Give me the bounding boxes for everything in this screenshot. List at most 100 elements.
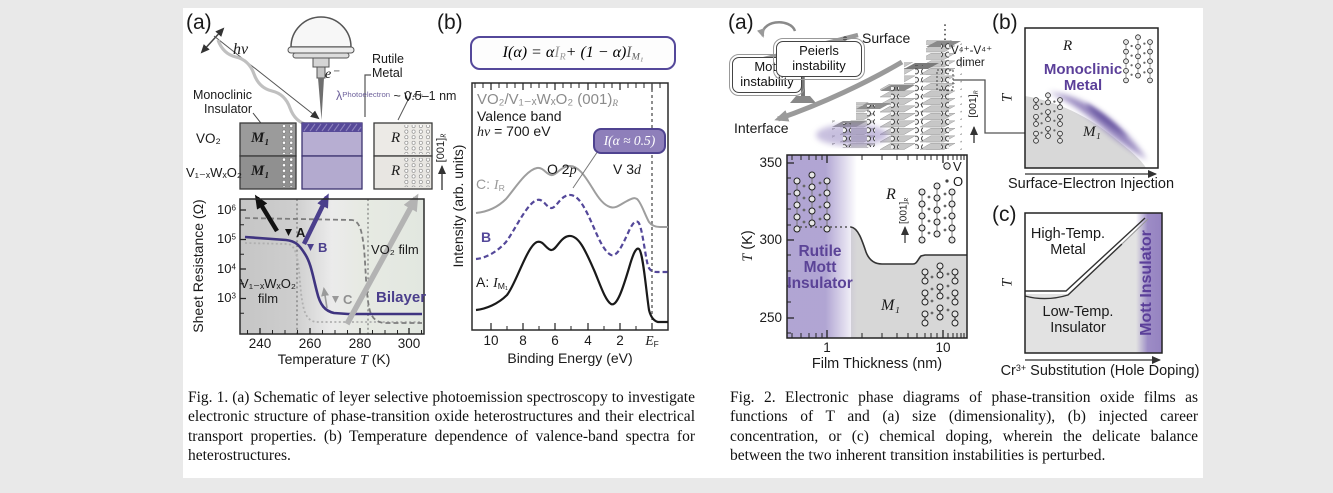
pdb-r-region-label: R (1063, 38, 1073, 54)
fig2-panel-b-label: (b) (992, 11, 1018, 34)
spectra-xtick-2: 2 (616, 333, 624, 348)
surface-to-interface-arrow (774, 59, 904, 122)
pda-ytick-350: 350 (759, 155, 782, 170)
marker-c-icon (332, 296, 339, 303)
pda-ytick-300: 300 (759, 232, 782, 247)
rplot-xtick-260: 260 (298, 336, 322, 351)
plot-frame (471, 82, 669, 331)
fig2-caption: Fig. 2. Electronic phase diagrams of pha… (730, 389, 1198, 465)
escape-depth-label: λPhotoelectron ~ 0.5–1 nm (336, 89, 457, 103)
high-temp-metal-label-2: Metal (1050, 242, 1086, 258)
rplot-ytick-1e4: 104 (217, 261, 236, 276)
monoclinic-insulator-label-2: Insulator (204, 102, 252, 116)
pdb-x-axis-label: Surface-Electron Injection (1007, 176, 1175, 192)
fig2-panel-a-label: (a) (728, 11, 754, 34)
fig2a-axis-001-label: [001]R (967, 90, 980, 118)
low-temp-insulator-region (1025, 221, 1162, 353)
pda-xtick-1: 1 (823, 340, 831, 355)
vo2-curve-label: VO₂ film (371, 242, 419, 257)
badge-leader-line (572, 150, 599, 189)
curve-c-rutile (475, 164, 668, 228)
fig1-caption: Fig. 1. (a) Schematic of leyer selective… (188, 389, 695, 465)
point-a-label: A (296, 225, 306, 240)
fig1b-spectra-plot (471, 82, 669, 331)
phase-boundary (850, 226, 967, 265)
analyzer-dome-icon (290, 16, 352, 48)
r-phase-label-bottom: R (391, 163, 401, 179)
fig1-panel-b-label: (b) (437, 11, 463, 34)
arrow-to-probe-block (301, 193, 330, 245)
rutile-mott-region-label-1: Rutile (798, 243, 842, 260)
polarization-double-arrow-icon (200, 27, 225, 54)
bilayer-curve-label: Bilayer (376, 289, 427, 306)
electron-label: e⁻ (325, 67, 339, 82)
fig2c-phase-diagram (1024, 212, 1163, 364)
block-probe-bottom (301, 155, 363, 190)
curve-b-mixture (475, 193, 668, 274)
surface-label: Surface (862, 30, 911, 46)
pdb-y-axis-label: T (999, 93, 1016, 103)
spectra-xtick-4: 4 (584, 333, 592, 348)
pda-ytick-250: 250 (759, 310, 782, 325)
arrow-to-r-block (344, 193, 419, 326)
rplot-y-axis-label: Sheet Resistance (Ω) (190, 199, 206, 333)
interface-label: Interface (734, 120, 789, 136)
monoclinic-insulator-label-1: Monoclinic (192, 88, 252, 102)
rutile-metal-label-2: Metal (372, 66, 403, 80)
peierls-instability-box: Peierls instability (773, 38, 865, 80)
rplot-ytick-1e3: 103 (217, 290, 236, 305)
spectra-xtick-8: 8 (519, 333, 527, 348)
fig1a-schematic (200, 16, 446, 190)
rutile-mott-insulator-region (787, 155, 857, 338)
rplot-ytick-1e5: 105 (217, 231, 236, 246)
rutile-mott-region-label-2: Mott (803, 259, 837, 276)
low-temp-insulator-label-1: Low-Temp. (1042, 304, 1114, 320)
rplot-x-axis-label: Temperature T (K) (277, 351, 391, 368)
pdc-y-axis-label: T (999, 278, 1016, 288)
electron-needle-icon (318, 78, 324, 120)
spectra-xtick-10: 10 (483, 333, 499, 348)
plot-frame (1024, 27, 1159, 169)
m1-phase-label-top: M₁ (251, 130, 270, 146)
axis-001-label: [001]R (434, 133, 448, 163)
spectra-photon-energy: hν = 700 eV (477, 123, 551, 140)
mott-insulator-region-label: Mott Insulator (1138, 230, 1155, 336)
alpha-badge: I(α ≈ 0.5) (593, 128, 666, 154)
spectra-title: VO₂/V₁₋ₓWₓO₂ (001)R (477, 91, 619, 110)
row-wfilm-label: V₁₋ₓWₓO₂ (186, 165, 242, 180)
fig2-panel-c-label: (c) (992, 203, 1017, 226)
photon-hv-label: hν (233, 41, 249, 58)
rutile-mott-region-label-3: Insulator (787, 275, 853, 292)
fig2b-phase-diagram (1024, 27, 1159, 178)
spectra-subtitle: Valence band (477, 108, 562, 124)
marker-b-icon (307, 244, 314, 251)
vo2-film-curve (244, 217, 422, 324)
arrow-to-m1-block (254, 194, 279, 233)
monoclinic-metal-label-2: Metal (1063, 77, 1103, 94)
pdc-x-axis-label: Cr3+ Substitution (Hole Doping) (1000, 363, 1200, 379)
bilayer-curve (244, 235, 422, 316)
rplot-xtick-280: 280 (348, 336, 372, 351)
heating-direction-arrow-icon (321, 287, 330, 309)
legend-v-label: V (953, 159, 962, 174)
dimer-label-1: V⁴⁺-V⁴⁺ (951, 45, 993, 57)
dimer-connector-line (953, 79, 1040, 134)
rplot-xtick-300: 300 (397, 336, 421, 351)
spectra-y-axis-label: Intensity (arb. units) (450, 144, 466, 268)
legend-o-label: O (953, 174, 964, 189)
wfilm-curve (244, 242, 422, 323)
row-vo2-label: VO₂ (196, 131, 221, 146)
rplot-xtick-240: 240 (248, 336, 272, 351)
plot-frame (239, 198, 425, 335)
r-phase-label-top: R (391, 130, 401, 146)
m1-region (1025, 96, 1146, 168)
curve-c-label: C: IR (476, 176, 505, 193)
pdb-m1-region-label: M₁ (1083, 124, 1101, 140)
low-temp-insulator-label-2: Insulator (1050, 320, 1106, 336)
pda-xtick-10: 10 (935, 340, 951, 355)
interface-purple-glow (816, 124, 888, 146)
m1-phase-label-bottom: M₁ (251, 163, 270, 179)
fig2a-phase-diagram (786, 154, 968, 339)
fig1-panel-a-label: (a) (186, 11, 212, 34)
